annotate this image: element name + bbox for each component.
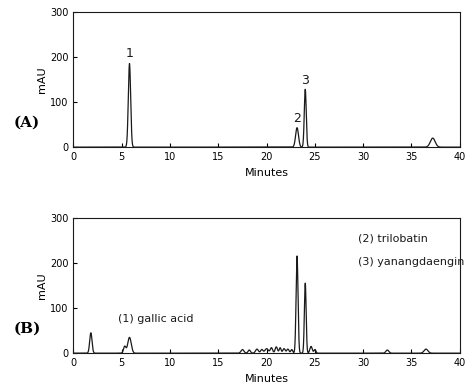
- Text: (1) gallic acid: (1) gallic acid: [118, 314, 193, 324]
- Text: 1: 1: [126, 47, 133, 60]
- Text: (2) trilobatin: (2) trilobatin: [358, 234, 428, 244]
- Text: 3: 3: [301, 74, 309, 88]
- Text: (3) yanangdaengin: (3) yanangdaengin: [358, 257, 465, 267]
- X-axis label: Minutes: Minutes: [245, 167, 289, 177]
- Text: 2: 2: [293, 113, 301, 126]
- X-axis label: Minutes: Minutes: [245, 374, 289, 384]
- Text: (B): (B): [14, 322, 41, 336]
- Y-axis label: mAU: mAU: [37, 66, 47, 93]
- Y-axis label: mAU: mAU: [37, 272, 47, 299]
- Text: (A): (A): [14, 116, 40, 130]
